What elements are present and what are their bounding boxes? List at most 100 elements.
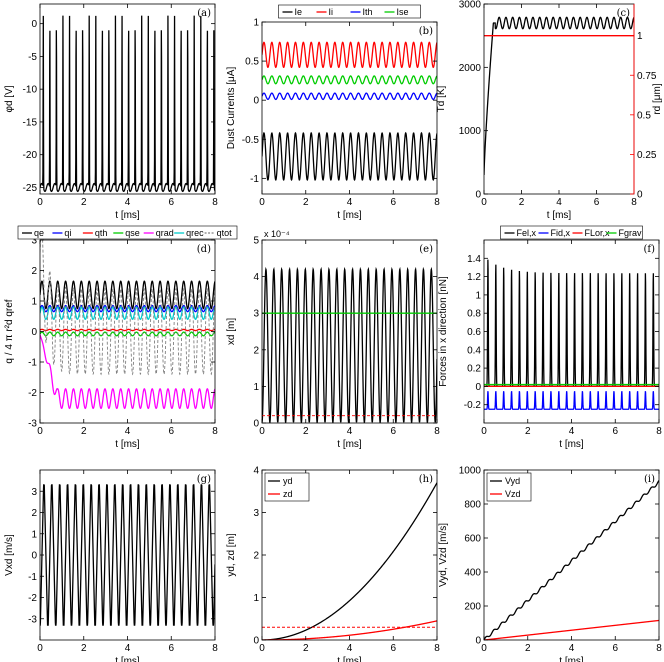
- series-line-qe: [40, 280, 215, 310]
- x-tick-label: 8: [656, 426, 662, 437]
- x-tick-label: 8: [434, 197, 440, 208]
- y-tick-label: -0.5: [242, 135, 260, 146]
- y-axis-label: Vyd, Vzd [m/s]: [438, 523, 449, 587]
- y-tick-label: 0: [253, 96, 259, 107]
- y-tick-label: 4: [253, 272, 259, 283]
- legend: qe qi qth qse qrad qrec qtot: [17, 225, 238, 240]
- x-tick-label: 2: [525, 643, 531, 654]
- x-tick-label: 4: [347, 426, 353, 437]
- y-tick-label: 1: [253, 593, 259, 604]
- y-tick-label: 0.5: [245, 57, 259, 68]
- x-tick-label: 8: [434, 426, 440, 437]
- series-group: [40, 15, 215, 193]
- series-group: [484, 480, 659, 640]
- y-tick-label: 1: [31, 529, 37, 540]
- x-tick-label: 8: [212, 197, 218, 208]
- legend-label: qth: [95, 228, 108, 238]
- y-tick-label: 5: [253, 236, 259, 247]
- panel-label: (i): [644, 474, 655, 485]
- y-tick-label: 0: [253, 636, 259, 647]
- y-tick-label: 2: [253, 551, 259, 562]
- panel-label: (e): [419, 244, 433, 255]
- x-tick-label: 8: [434, 643, 440, 654]
- series-line-qth: [40, 328, 215, 332]
- x-tick-label: 0: [481, 197, 487, 208]
- y-tick-label: 1: [31, 297, 37, 308]
- y-tick-label: -2: [28, 593, 37, 604]
- y-tick-label: 2: [253, 345, 259, 356]
- series-line-td: [484, 16, 634, 176]
- panel-e: 0 2 4 6 8 5 4 3 2 1 0 t [ms] xd [m] x 10⁻⁴ (e): [226, 229, 440, 450]
- x-tick-label: 6: [612, 643, 618, 654]
- x-tick-label: 4: [569, 426, 575, 437]
- y-tick-label: 1: [253, 18, 259, 29]
- x-tick-label: 2: [81, 197, 87, 208]
- legend-box: [500, 225, 643, 240]
- legend-label: Fid,x: [551, 228, 571, 238]
- y-tick-label: -25: [23, 183, 38, 194]
- legend-label: Ii: [329, 7, 334, 17]
- y-tick-label: 3: [31, 487, 37, 498]
- series-group: [262, 266, 437, 423]
- x-tick-label: 2: [525, 426, 531, 437]
- y-tick-right-label: 0.5: [637, 110, 651, 121]
- y-tick-label: 2: [31, 266, 37, 277]
- y-tick-label: 3: [31, 236, 37, 247]
- x-tick-label: 4: [125, 426, 131, 437]
- y-axis-label: Td [K]: [436, 85, 447, 112]
- y-tick-right-label: 0.75: [637, 71, 657, 82]
- y-tick-label: 0: [475, 636, 481, 647]
- x-tick-label: 8: [656, 643, 662, 654]
- y-tick-label: -1: [250, 174, 259, 185]
- y-tick-label: 0.8: [467, 309, 481, 320]
- y-tick-right-label: 0: [637, 190, 643, 201]
- legend-label: qrec: [186, 228, 204, 238]
- x-tick-label: 0: [37, 197, 43, 208]
- panel-g: 0 2 4 6 8 3 2 1 0 -1 -2 -3 t [ms] Vxd [m/s] (g): [4, 469, 218, 662]
- y-tick-label: 3: [253, 508, 259, 519]
- x-tick-label: 6: [168, 643, 174, 654]
- y-tick-label: 800: [464, 500, 481, 511]
- legend-label: Fel,x: [517, 228, 537, 238]
- x-tick-label: 0: [259, 643, 265, 654]
- series-line-0: [40, 484, 215, 626]
- series-group: [262, 41, 437, 182]
- x-tick-label: 6: [168, 426, 174, 437]
- y-tick-label: 1.2: [467, 272, 481, 283]
- x-tick-label: 6: [612, 426, 618, 437]
- x-tick-label: 2: [81, 643, 87, 654]
- x-tick-label: 4: [347, 197, 353, 208]
- y-tick-label: 1.4: [467, 254, 481, 265]
- y-tick-label: 400: [464, 568, 481, 579]
- y-tick-label: 1: [253, 382, 259, 393]
- x-tick-label: 0: [37, 643, 43, 654]
- series-line-qrad: [40, 334, 215, 410]
- series-line-fidx: [484, 391, 659, 410]
- x-tick-label: 0: [37, 426, 43, 437]
- y-tick-label: 1000: [459, 466, 482, 477]
- panel-f: 0 2 4 6 8 1.4 1.2 1 0.8 0.6 0.4 0.2 0 -0.2 t [ms] Force…: [438, 225, 662, 450]
- legend-label: Ise: [397, 7, 409, 17]
- x-tick-label: 0: [259, 426, 265, 437]
- x-axis-label: t [ms]: [115, 210, 140, 221]
- y-tick-label: 0: [31, 19, 37, 30]
- y-tick-label: -1: [28, 358, 37, 369]
- legend-box: [264, 472, 310, 502]
- y-tick-label: 200: [464, 602, 481, 613]
- series-line-ise: [262, 75, 437, 85]
- legend-label: zd: [283, 489, 293, 499]
- series-line-vyd: [484, 480, 659, 640]
- y-tick-label: -3: [28, 419, 37, 430]
- x-axis-label: t [ms]: [547, 210, 572, 221]
- y-tick-label: 0: [475, 190, 481, 201]
- x-axis-label: t [ms]: [337, 656, 362, 662]
- y-tick-label: 3000: [459, 0, 482, 11]
- x-tick-label: 2: [519, 197, 525, 208]
- legend-label: qtot: [217, 228, 233, 238]
- x-axis-label: t [ms]: [559, 656, 584, 662]
- series-line-qse: [40, 331, 215, 337]
- legend-label: qi: [64, 228, 71, 238]
- series-line-vzd: [484, 619, 659, 640]
- x-tick-label: 0: [259, 197, 265, 208]
- x-tick-label: 4: [347, 643, 353, 654]
